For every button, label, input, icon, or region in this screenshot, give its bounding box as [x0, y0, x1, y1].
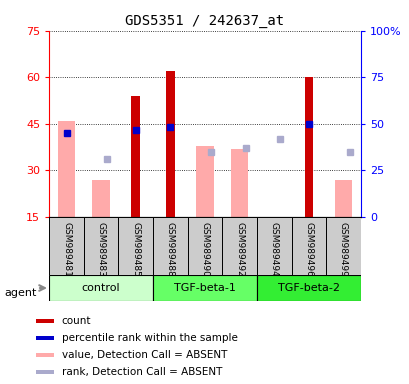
Text: control: control: [82, 283, 120, 293]
Bar: [36, 336, 54, 340]
Text: GSM989496: GSM989496: [303, 222, 312, 276]
Text: percentile rank within the sample: percentile rank within the sample: [61, 333, 237, 343]
Bar: [83, 217, 118, 275]
Text: rank, Detection Call = ABSENT: rank, Detection Call = ABSENT: [61, 367, 222, 377]
Text: count: count: [61, 316, 91, 326]
Bar: [153, 275, 256, 301]
Bar: [36, 370, 54, 374]
Bar: [334, 180, 351, 217]
Text: GSM989483: GSM989483: [97, 222, 106, 276]
Bar: [49, 217, 83, 275]
Text: GSM989492: GSM989492: [234, 222, 243, 276]
Bar: [36, 319, 54, 323]
Bar: [256, 217, 291, 275]
Text: value, Detection Call = ABSENT: value, Detection Call = ABSENT: [61, 350, 227, 360]
Text: GSM989485: GSM989485: [131, 222, 140, 276]
Text: TGF-beta-2: TGF-beta-2: [277, 283, 339, 293]
Bar: [230, 149, 248, 217]
Text: TGF-beta-1: TGF-beta-1: [174, 283, 235, 293]
Text: agent: agent: [4, 288, 36, 298]
Title: GDS5351 / 242637_at: GDS5351 / 242637_at: [125, 14, 284, 28]
Bar: [118, 217, 153, 275]
Bar: [49, 275, 153, 301]
Text: GSM989499: GSM989499: [338, 222, 347, 276]
Bar: [131, 96, 140, 217]
Bar: [256, 275, 360, 301]
Text: GSM989481: GSM989481: [62, 222, 71, 276]
Text: GSM989488: GSM989488: [166, 222, 175, 276]
Bar: [326, 217, 360, 275]
Text: GSM989494: GSM989494: [269, 222, 278, 276]
Bar: [291, 217, 326, 275]
Bar: [58, 121, 75, 217]
Bar: [92, 180, 110, 217]
Bar: [153, 217, 187, 275]
Bar: [304, 77, 312, 217]
Bar: [187, 217, 222, 275]
Bar: [196, 146, 213, 217]
Bar: [222, 217, 256, 275]
Text: GSM989490: GSM989490: [200, 222, 209, 276]
Bar: [36, 353, 54, 357]
Bar: [166, 71, 174, 217]
